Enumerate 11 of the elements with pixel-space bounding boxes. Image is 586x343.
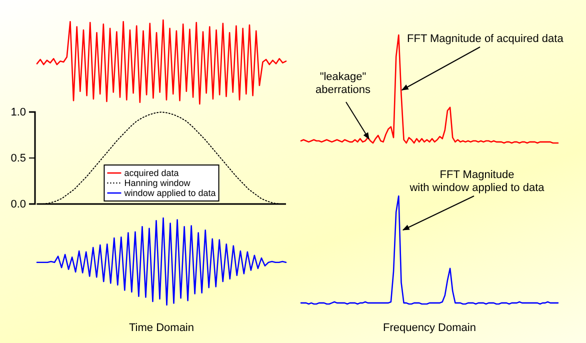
annotation: FFT Magnitude of acquired data [407, 33, 564, 45]
x-axis-title: Frequency Domain [383, 322, 476, 334]
text: acquired data [124, 168, 179, 178]
legend-label: Hanning window [124, 178, 191, 188]
text: FFT Magnitude with window applied to data [408, 169, 546, 194]
y-tick-label: 0.0 [10, 198, 26, 211]
y-tick-label: 1.0 [10, 106, 26, 119]
x-axis-title: Time Domain [129, 322, 194, 334]
text: window applied to data [124, 188, 216, 198]
annotation: "leakage" aberrations [315, 71, 372, 96]
y-tick-label: 0.5 [10, 152, 26, 165]
